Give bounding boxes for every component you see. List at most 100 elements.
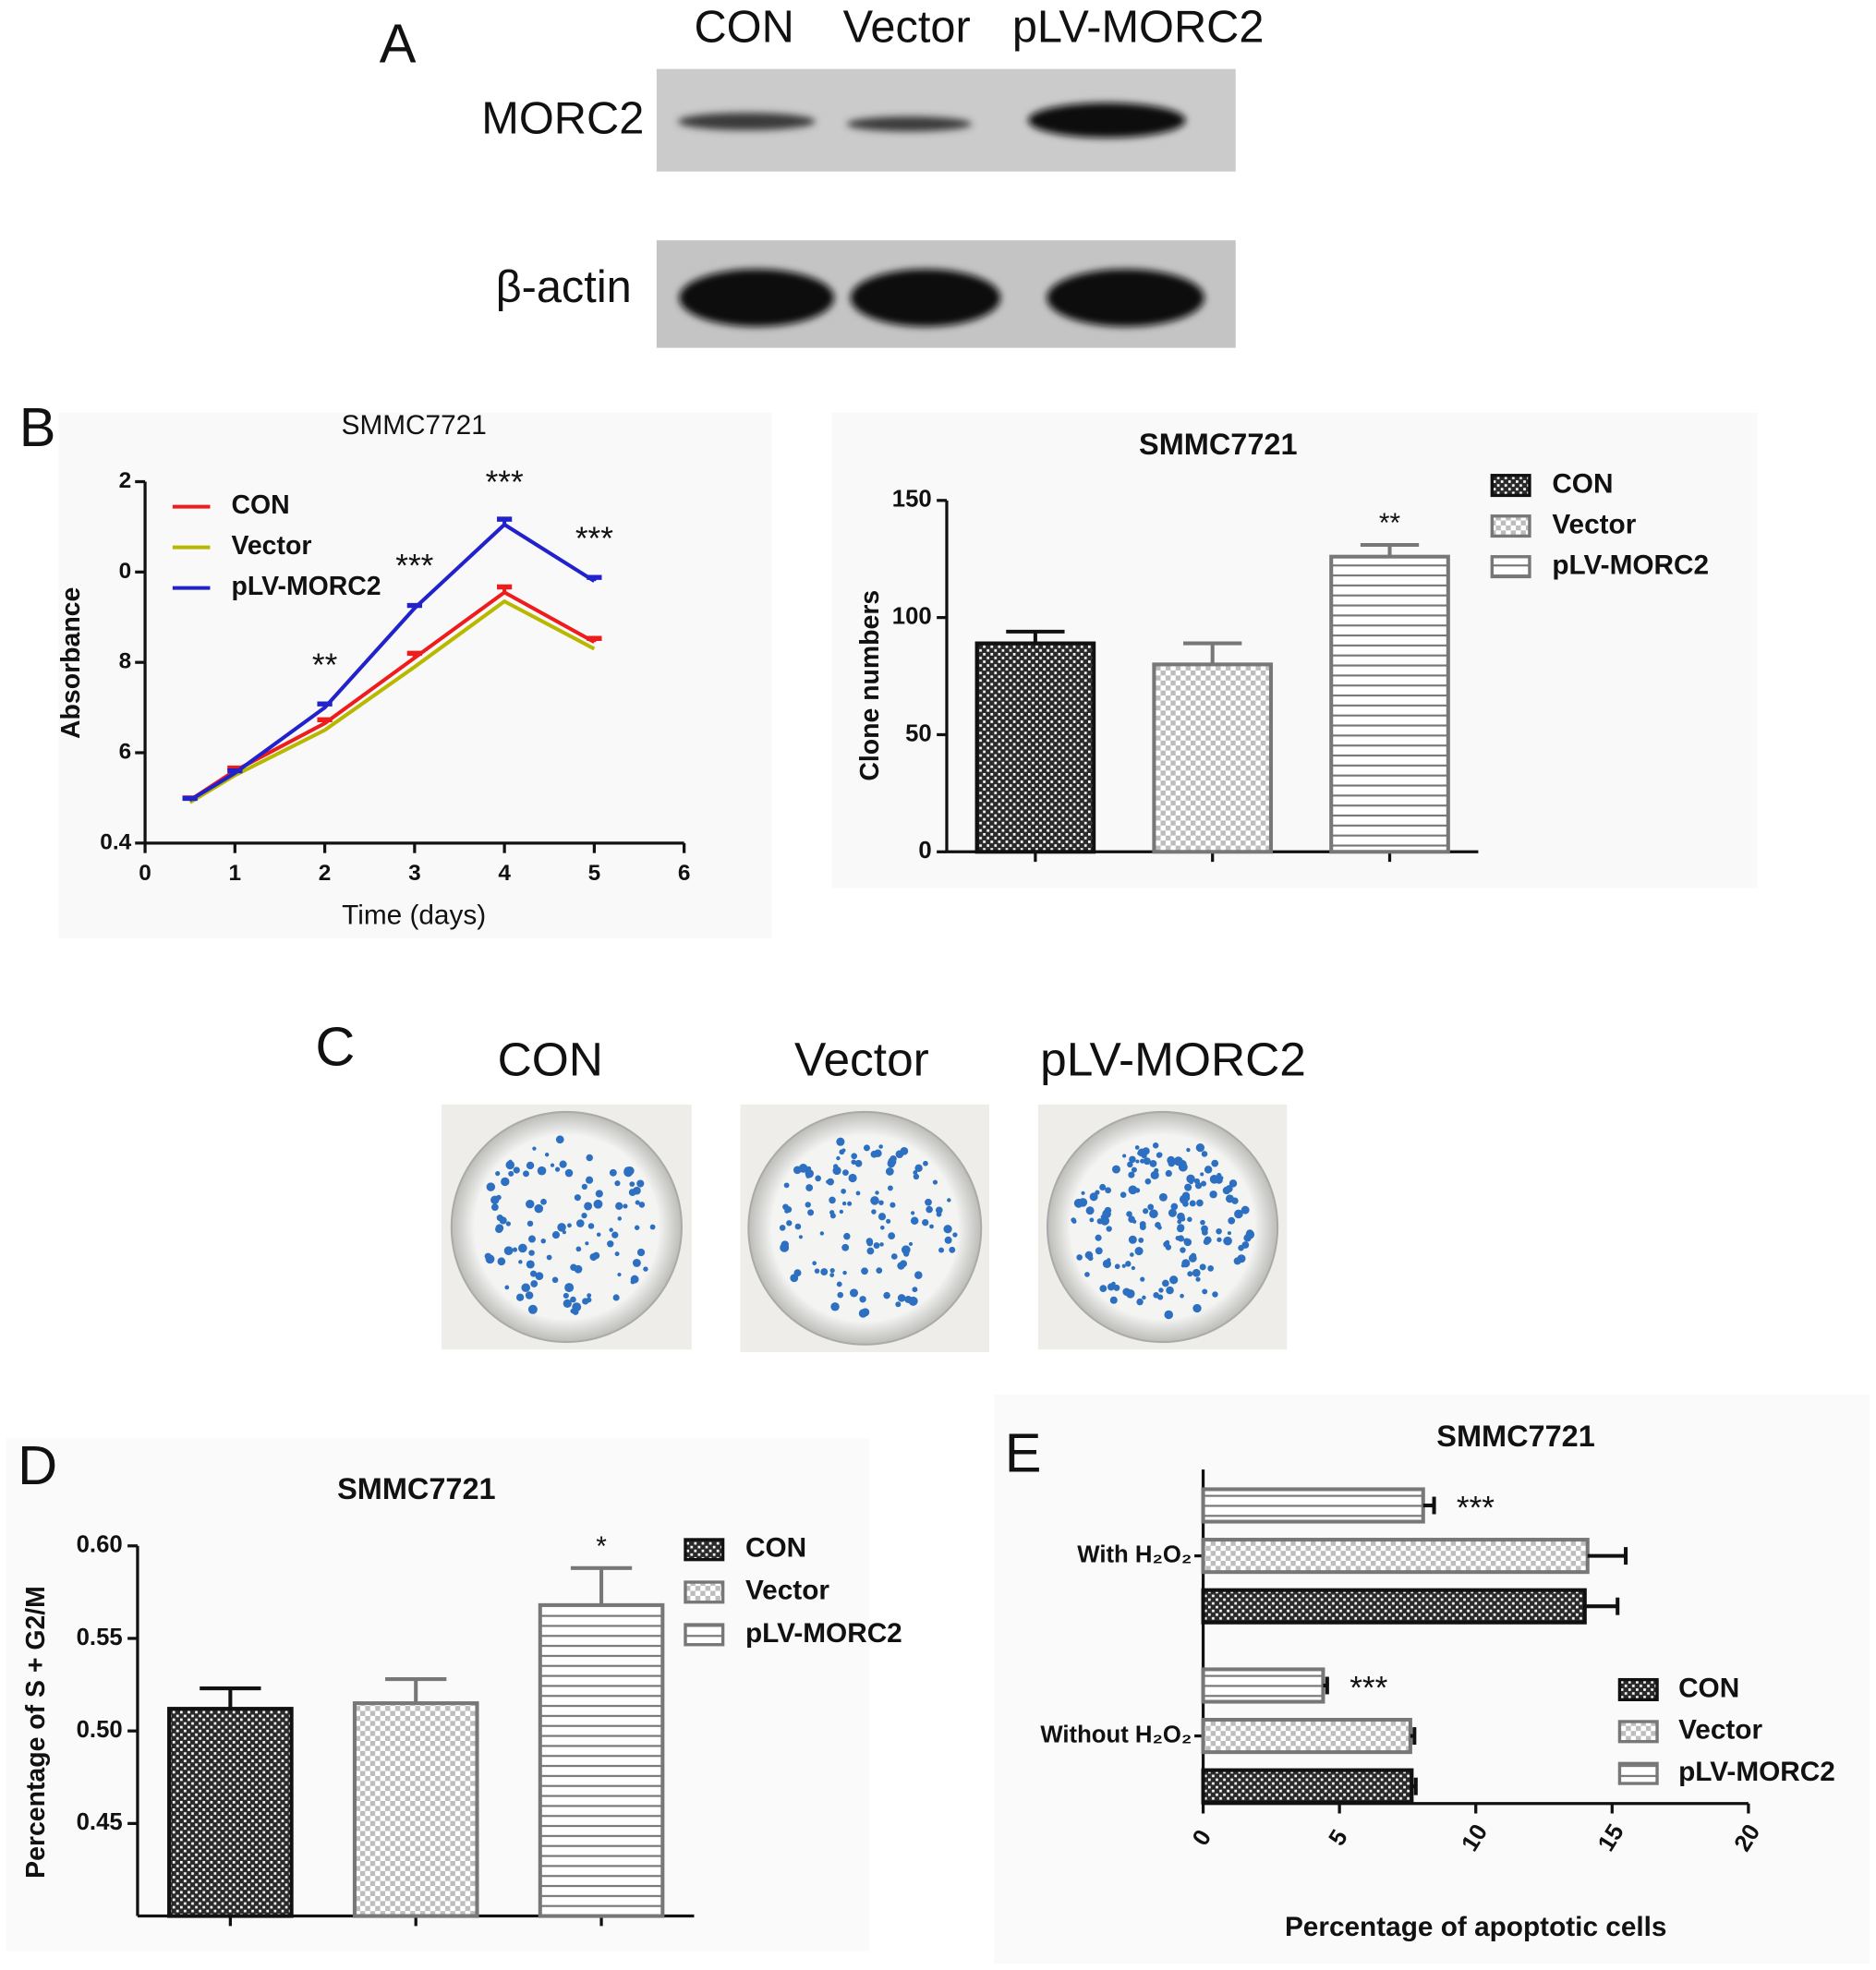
- legend-swatch: [684, 1623, 725, 1647]
- colony: [496, 1215, 503, 1222]
- colony: [567, 1223, 572, 1228]
- error-bar: [317, 701, 333, 708]
- colony: [1203, 1238, 1210, 1245]
- colony: [1135, 1159, 1140, 1164]
- colony: [1089, 1192, 1098, 1202]
- colony: [914, 1271, 923, 1279]
- error-bar: [1422, 1496, 1436, 1515]
- colony: [878, 1144, 883, 1149]
- colony: [1181, 1259, 1191, 1268]
- colony: [814, 1268, 820, 1274]
- line: [188, 522, 596, 803]
- error-bar: [317, 717, 333, 724]
- colony: [1179, 1194, 1189, 1204]
- colony: [1189, 1179, 1194, 1185]
- colony: [586, 1203, 592, 1209]
- colony: [908, 1241, 914, 1247]
- colony: [1161, 1279, 1169, 1287]
- colony: [926, 1205, 933, 1214]
- colony: [849, 1288, 859, 1298]
- x-tick-label: 0: [139, 861, 151, 886]
- y-tick-label: 0.50: [77, 1717, 123, 1743]
- colony: [1186, 1147, 1191, 1153]
- panel-background: [994, 1394, 1870, 1964]
- colony: [873, 1242, 880, 1250]
- legend-label: CON: [1552, 468, 1613, 499]
- x-tick-label: 2: [319, 861, 332, 886]
- legend-label: Vector: [1678, 1715, 1762, 1746]
- y-tick-label: 0: [918, 838, 931, 864]
- colony: [1128, 1215, 1135, 1223]
- colony: [551, 1230, 561, 1239]
- colony: [586, 1154, 593, 1162]
- colony: [1076, 1254, 1083, 1261]
- colony: [587, 1293, 592, 1299]
- bar: [167, 1707, 294, 1918]
- annotation: ***: [1457, 1491, 1495, 1527]
- colony: [944, 1236, 952, 1244]
- colony: [521, 1283, 530, 1293]
- bar: [974, 641, 1096, 854]
- y-tick-label: 0.45: [77, 1809, 123, 1835]
- colony: [1168, 1208, 1177, 1217]
- colony: [1188, 1254, 1197, 1263]
- x-tick-label: 6: [678, 861, 691, 886]
- blot-band: [1027, 103, 1186, 139]
- colony: [532, 1146, 537, 1151]
- colony: [1140, 1276, 1145, 1282]
- colony: [841, 1243, 850, 1251]
- colony: [1200, 1180, 1207, 1187]
- plate-label: Vector: [794, 1033, 929, 1086]
- error-bar: [182, 795, 198, 802]
- colony: [572, 1302, 582, 1312]
- colony: [630, 1275, 639, 1284]
- colony: [1223, 1236, 1232, 1246]
- colony: [526, 1161, 535, 1170]
- colony: [902, 1251, 910, 1257]
- colony: [486, 1182, 496, 1191]
- colony: [1183, 1238, 1190, 1245]
- colony: [908, 1296, 918, 1306]
- colony: [836, 1155, 841, 1161]
- colony: [883, 1291, 890, 1299]
- x-axis-label: Percentage of apoptotic cells: [1285, 1912, 1667, 1942]
- colony: [855, 1190, 861, 1196]
- colony: [851, 1153, 858, 1160]
- legend-label: Vector: [745, 1576, 829, 1606]
- blot-band: [850, 269, 1001, 327]
- colony: [1169, 1275, 1179, 1285]
- error-bar: [496, 584, 513, 593]
- colony: [805, 1202, 811, 1208]
- bar: [1201, 1667, 1325, 1704]
- colony: [623, 1167, 634, 1178]
- colony: [505, 1160, 515, 1170]
- colony: [913, 1173, 920, 1180]
- colony: [1177, 1225, 1185, 1233]
- colony: [1134, 1246, 1144, 1256]
- colony: [1113, 1284, 1120, 1291]
- colony: [1130, 1252, 1134, 1257]
- colony: [1099, 1285, 1107, 1293]
- panel-background: [831, 413, 1758, 888]
- colony: [559, 1160, 567, 1168]
- blot-band: [679, 269, 835, 327]
- colony: [575, 1246, 582, 1252]
- legend-label: pLV-MORC2: [745, 1618, 902, 1649]
- colony: [833, 1164, 839, 1169]
- colony: [890, 1202, 896, 1208]
- colony: [900, 1147, 909, 1155]
- colony: [952, 1232, 958, 1238]
- colony: [1125, 1288, 1135, 1299]
- chart-title: SMMC7721: [337, 1472, 496, 1505]
- error-bar: [587, 574, 602, 582]
- colony: [1233, 1257, 1241, 1265]
- legend-label: Vector: [231, 531, 311, 561]
- bar: [1201, 1487, 1425, 1524]
- colony: [842, 1270, 847, 1275]
- blot-band: [1047, 269, 1204, 327]
- colony: [1180, 1247, 1186, 1253]
- colony: [807, 1209, 815, 1216]
- colony: [841, 1201, 847, 1206]
- colony: [1125, 1261, 1132, 1267]
- colony: [1153, 1292, 1159, 1299]
